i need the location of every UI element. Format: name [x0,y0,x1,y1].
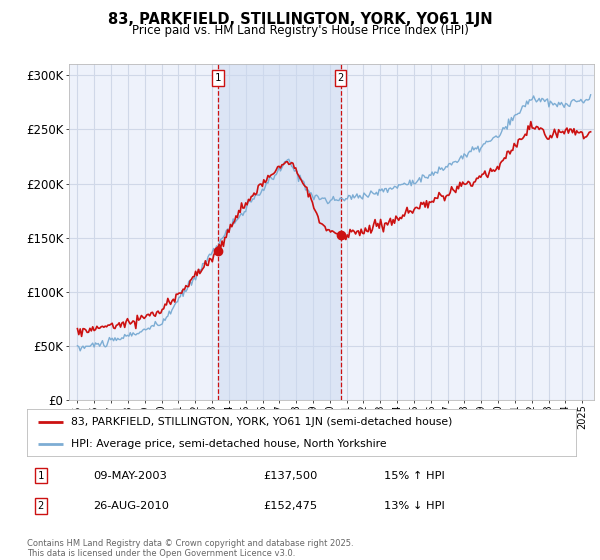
Text: 1: 1 [38,470,44,480]
Text: HPI: Average price, semi-detached house, North Yorkshire: HPI: Average price, semi-detached house,… [71,438,386,449]
Bar [218,64,341,400]
Text: Contains HM Land Registry data © Crown copyright and database right 2025.
This d: Contains HM Land Registry data © Crown c… [27,539,353,558]
Text: 1: 1 [215,73,221,83]
Text: 83, PARKFIELD, STILLINGTON, YORK, YO61 1JN (semi-detached house): 83, PARKFIELD, STILLINGTON, YORK, YO61 1… [71,417,452,427]
Text: £137,500: £137,500 [263,470,317,480]
Text: 83, PARKFIELD, STILLINGTON, YORK, YO61 1JN: 83, PARKFIELD, STILLINGTON, YORK, YO61 1… [107,12,493,27]
Text: 09-MAY-2003: 09-MAY-2003 [93,470,167,480]
Text: 2: 2 [38,501,44,511]
Text: 2: 2 [338,73,344,83]
Text: 13% ↓ HPI: 13% ↓ HPI [384,501,445,511]
Text: 15% ↑ HPI: 15% ↑ HPI [384,470,445,480]
Text: Price paid vs. HM Land Registry's House Price Index (HPI): Price paid vs. HM Land Registry's House … [131,24,469,37]
Text: £152,475: £152,475 [263,501,317,511]
Text: 26-AUG-2010: 26-AUG-2010 [93,501,169,511]
